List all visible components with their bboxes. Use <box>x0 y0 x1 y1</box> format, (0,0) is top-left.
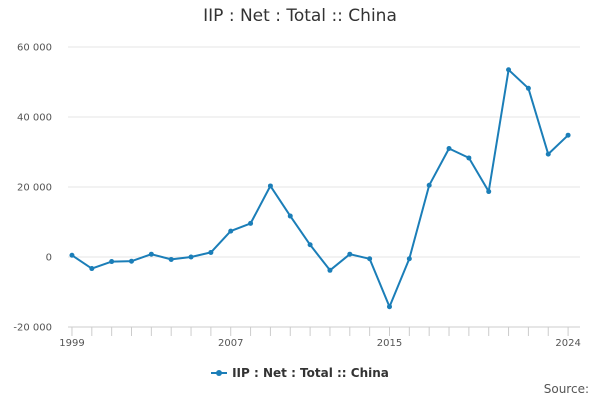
data-point[interactable] <box>248 220 254 226</box>
legend-swatch <box>211 368 228 378</box>
data-point[interactable] <box>565 132 571 138</box>
data-point[interactable] <box>307 242 313 248</box>
data-point[interactable] <box>466 155 472 161</box>
data-point[interactable] <box>525 85 531 91</box>
legend[interactable]: IIP : Net : Total :: China <box>0 366 600 380</box>
chart-title: IIP : Net : Total :: China <box>203 6 397 26</box>
data-point[interactable] <box>406 256 412 262</box>
data-point[interactable] <box>148 251 154 257</box>
y-tick-label: 40 000 <box>17 113 52 124</box>
data-point[interactable] <box>446 146 452 151</box>
x-tick-label: 2024 <box>555 338 580 349</box>
data-point[interactable] <box>426 182 432 188</box>
data-point[interactable] <box>208 249 214 255</box>
data-point[interactable] <box>287 213 293 219</box>
data-point[interactable] <box>228 228 234 234</box>
y-tick-label: 20 000 <box>17 183 52 194</box>
data-point[interactable] <box>327 267 333 273</box>
data-point[interactable] <box>506 67 512 73</box>
y-tick-label: 0 <box>46 253 52 264</box>
series-group <box>69 67 571 310</box>
y-axis-tick-labels: -20 000 0 20 000 40 000 60 000 <box>13 43 52 334</box>
data-point[interactable] <box>188 254 194 260</box>
data-point[interactable] <box>69 252 75 258</box>
x-axis: 1999 2007 2015 2024 <box>59 326 581 349</box>
y-tick-label: 60 000 <box>17 43 52 54</box>
data-point[interactable] <box>545 151 551 157</box>
data-point[interactable] <box>386 304 392 310</box>
source-label[interactable]: Source: <box>543 382 589 396</box>
data-point[interactable] <box>486 189 492 195</box>
data-point[interactable] <box>267 183 273 189</box>
data-point[interactable] <box>347 251 353 257</box>
x-tick-label: 2015 <box>377 338 402 349</box>
data-point[interactable] <box>168 256 174 262</box>
series-line[interactable] <box>71 68 569 308</box>
data-point[interactable] <box>367 256 373 262</box>
data-point[interactable] <box>129 258 135 264</box>
data-point[interactable] <box>89 266 95 272</box>
legend-label: IIP : Net : Total :: China <box>232 366 389 380</box>
x-tick-label: 2007 <box>218 338 243 349</box>
x-tick-label: 1999 <box>59 338 84 349</box>
y-tick-label: -20 000 <box>13 323 52 334</box>
gridlines <box>68 46 580 328</box>
data-point[interactable] <box>109 259 115 265</box>
legend-marker-icon <box>216 370 223 376</box>
